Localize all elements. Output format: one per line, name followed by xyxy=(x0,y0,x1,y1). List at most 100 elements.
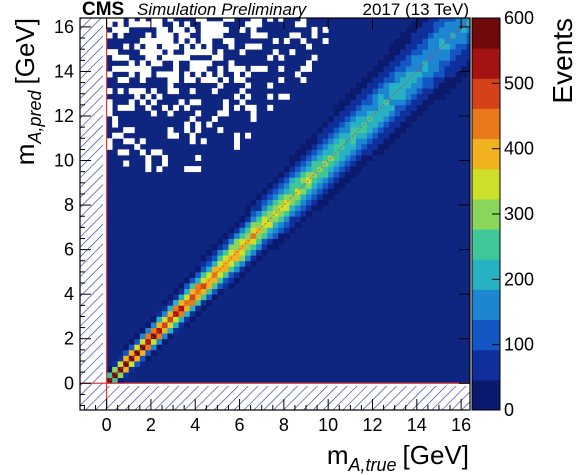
heatmap-bin xyxy=(378,71,384,78)
heatmap-bin xyxy=(372,104,379,111)
heatmap-bin xyxy=(306,160,312,167)
heatmap-bin xyxy=(394,93,401,100)
heatmap-bin xyxy=(394,77,401,83)
heatmap-bin xyxy=(394,132,401,139)
heatmap-empty-bin xyxy=(200,18,207,22)
heatmap-empty-bin xyxy=(206,26,213,33)
heatmap-bin xyxy=(339,104,346,111)
heatmap-bin xyxy=(184,310,191,317)
heatmap-bin xyxy=(217,271,224,278)
heatmap-bin xyxy=(278,205,285,212)
x-axis-title: mA,true [GeV] xyxy=(327,440,469,475)
heatmap-empty-bin xyxy=(161,32,168,39)
heatmap-empty-bin xyxy=(167,38,174,45)
heatmap-empty-bin xyxy=(322,38,329,45)
heatmap-bin xyxy=(333,132,340,139)
heatmap-bin xyxy=(416,110,423,117)
heatmap-bin xyxy=(161,333,168,340)
heatmap-bin xyxy=(289,160,296,167)
heatmap-bin xyxy=(422,18,429,22)
heatmap-empty-bin xyxy=(322,26,329,33)
heatmap-bin xyxy=(400,49,407,56)
heatmap-bin xyxy=(455,77,462,83)
heatmap-bin xyxy=(311,166,318,173)
heatmap-empty-bin xyxy=(156,49,163,56)
heatmap-empty-bin xyxy=(173,132,180,139)
heatmap-empty-bin xyxy=(112,49,119,56)
heatmap-empty-bin xyxy=(195,18,202,22)
experiment-label: CMS xyxy=(82,0,124,20)
heatmap-bin xyxy=(128,349,135,356)
heatmap-bin xyxy=(272,221,279,228)
colorbar-segment xyxy=(472,168,500,200)
heatmap-bin xyxy=(333,166,340,173)
heatmap-bin xyxy=(173,316,180,323)
heatmap-bin xyxy=(333,127,340,134)
heatmap-empty-bin xyxy=(234,71,240,78)
heatmap-bin xyxy=(372,93,379,100)
heatmap-bin xyxy=(405,32,412,39)
heatmap-bin xyxy=(400,32,407,39)
heatmap-bin xyxy=(355,154,362,161)
heatmap-empty-bin xyxy=(167,54,174,61)
heatmap-bin xyxy=(389,104,396,111)
heatmap-bin xyxy=(123,344,130,351)
heatmap-bin xyxy=(117,361,124,367)
heatmap-empty-bin xyxy=(283,38,290,45)
heatmap-bin xyxy=(139,333,146,340)
heatmap-bin xyxy=(378,60,384,67)
heatmap-bin xyxy=(427,93,434,100)
heatmap-bin xyxy=(433,43,440,50)
y-axis-title: mA,pred [GeV] xyxy=(10,18,45,165)
heatmap-bin xyxy=(394,43,401,50)
heatmap-empty-bin xyxy=(145,160,152,167)
heatmap-bin xyxy=(278,199,285,206)
heatmap-bin xyxy=(339,160,346,167)
heatmap-bin xyxy=(433,49,440,56)
heatmap-bin xyxy=(389,77,396,83)
heatmap-bin xyxy=(405,26,412,33)
heatmap-bin xyxy=(289,188,296,195)
heatmap-empty-bin xyxy=(173,77,180,83)
heatmap-bin xyxy=(161,299,168,306)
heatmap-bin xyxy=(383,82,390,89)
colorbar-segment xyxy=(472,319,500,351)
heatmap-empty-bin xyxy=(211,88,218,95)
heatmap-empty-bin xyxy=(206,121,213,128)
heatmap-bin xyxy=(333,182,340,189)
heatmap-bin xyxy=(200,255,207,262)
heatmap-bin xyxy=(361,104,368,111)
heatmap-bin xyxy=(311,171,318,178)
heatmap-bin xyxy=(438,93,445,100)
heatmap-empty-bin xyxy=(195,60,202,67)
heatmap-bin xyxy=(416,38,423,45)
heatmap-bin xyxy=(234,266,240,273)
heatmap-empty-bin xyxy=(123,43,130,50)
heatmap-empty-bin xyxy=(234,132,240,139)
heatmap-bin xyxy=(400,54,407,61)
heatmap-bin xyxy=(350,104,357,111)
heatmap-empty-bin xyxy=(150,54,157,61)
heatmap-bin xyxy=(306,154,312,161)
heatmap-bin xyxy=(234,227,240,234)
heatmap-bin xyxy=(328,193,335,200)
heatmap-bin xyxy=(150,344,157,351)
heatmap-bin xyxy=(300,193,307,200)
heatmap-bin xyxy=(134,349,141,356)
heatmap-empty-bin xyxy=(245,93,252,100)
heatmap-bin xyxy=(239,227,246,234)
heatmap-bin xyxy=(411,93,418,100)
heatmap-bin xyxy=(306,205,312,212)
heatmap-empty-bin xyxy=(200,38,207,45)
heatmap-empty-bin xyxy=(112,26,119,33)
heatmap-empty-bin xyxy=(250,43,257,50)
heatmap-bin xyxy=(455,21,462,28)
heatmap-empty-bin xyxy=(189,166,196,173)
heatmap-bin xyxy=(450,18,456,22)
colorbar-segment xyxy=(472,48,500,79)
heatmap-bin xyxy=(278,177,285,184)
heatmap-bin xyxy=(427,26,434,33)
heatmap-bin xyxy=(272,177,279,184)
heatmap-bin xyxy=(317,132,324,139)
heatmap-bin xyxy=(333,121,340,128)
